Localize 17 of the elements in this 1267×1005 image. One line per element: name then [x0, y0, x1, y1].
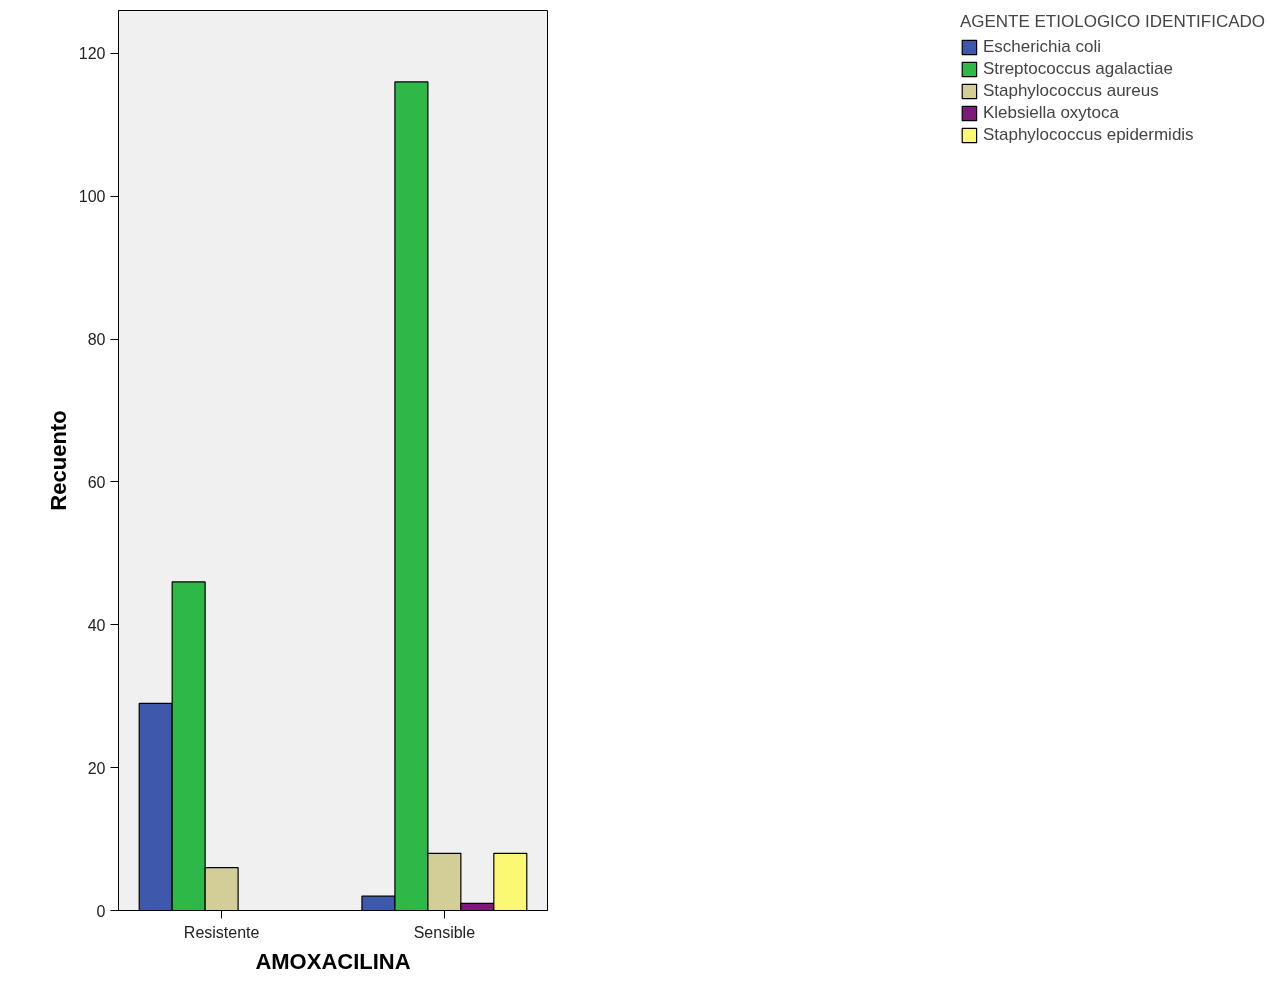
y-tick-label: 120 — [78, 45, 106, 63]
legend-label: Escherichia coli — [982, 37, 1102, 57]
legend-label: Streptococcus agalactiae — [982, 59, 1173, 79]
legend-title: AGENTE ETIOLOGICO IDENTIFICADO — [959, 12, 1265, 32]
y-tick-label: 40 — [87, 616, 106, 634]
y-tick-label: 0 — [96, 902, 106, 920]
x-axis-title: AMOXACILINA — [255, 948, 411, 974]
legend-label: Klebsiella oxytoca — [982, 103, 1119, 123]
y-tick-label: 60 — [87, 473, 106, 491]
x-tick-label: Sensible — [413, 923, 476, 941]
y-axis-title: Recuento — [45, 410, 71, 511]
x-tick-label: Resistente — [183, 923, 260, 941]
legend-label: Staphylococcus epidermidis — [982, 125, 1194, 145]
y-tick-label: 20 — [87, 759, 106, 777]
y-tick-label: 100 — [78, 188, 106, 206]
legend-label: Staphylococcus aureus — [982, 81, 1159, 101]
y-tick-label: 80 — [87, 331, 106, 349]
